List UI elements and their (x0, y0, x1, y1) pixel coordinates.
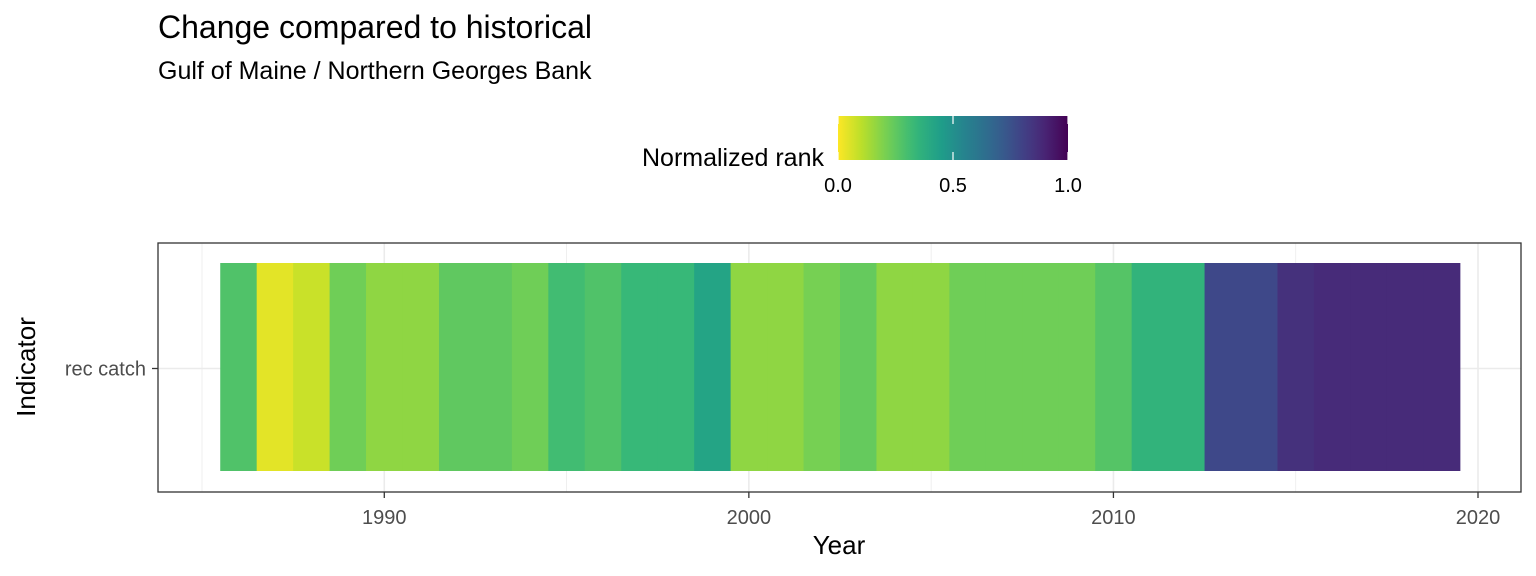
legend-tick-label: 0.0 (824, 175, 852, 197)
heatmap-tile (1168, 263, 1206, 471)
x-axis: 1990 2000 2010 2020 Year (362, 492, 1500, 560)
heatmap-tile (1386, 263, 1424, 471)
heatmap-tile (1423, 263, 1461, 471)
x-tick-label: 2010 (1091, 507, 1136, 529)
heatmap-tile (803, 263, 841, 471)
heatmap-tile (402, 263, 440, 471)
heatmap-tile (1313, 263, 1351, 471)
heatmap-tile (1058, 263, 1096, 471)
heatmap-tile (475, 263, 513, 471)
heatmap-tile (1350, 263, 1388, 471)
heatmap-tile (329, 263, 367, 471)
heatmap-tile (694, 263, 732, 471)
heatmap-tile (1277, 263, 1315, 471)
heatmap-tile (256, 263, 294, 471)
legend-tick-label: 0.5 (939, 175, 967, 197)
heatmap-tile (876, 263, 914, 471)
plot-panel (157, 242, 1522, 493)
heatmap-tile (1241, 263, 1279, 471)
heatmap-tile (1204, 263, 1242, 471)
y-axis: rec catch Indicator (11, 317, 158, 417)
heatmap-tile (1095, 263, 1133, 471)
heatmap-tile (767, 263, 805, 471)
legend-tick-label: 1.0 (1054, 175, 1082, 197)
heatmap-tile (657, 263, 695, 471)
heatmap-tile (548, 263, 586, 471)
x-axis-label: Year (813, 530, 866, 560)
chart-title: Change compared to historical (158, 9, 592, 45)
heatmap-tile (438, 263, 477, 471)
heatmap-tile (220, 263, 258, 471)
y-axis-label: Indicator (11, 317, 41, 417)
heatmap-tile (621, 263, 659, 471)
heatmap-tile (730, 263, 768, 471)
x-tick-label: 1990 (362, 507, 407, 529)
panel-border (157, 242, 1522, 493)
x-tick-label: 2020 (1456, 507, 1501, 529)
heatmap-tile (366, 263, 404, 471)
heatmap-tile (912, 263, 950, 471)
legend: Normalized rank 0.0 0.5 1.0 (642, 116, 1082, 197)
chart-subtitle: Gulf of Maine / Northern Georges Bank (158, 57, 592, 85)
heatmap-tile (949, 263, 987, 471)
heatmap-tile (511, 263, 549, 471)
heatmap-tile (1022, 263, 1060, 471)
heatmap-tile (1131, 263, 1169, 471)
heatmap-tile (293, 263, 331, 471)
heatmap-tile (584, 263, 622, 471)
x-tick-label: 2000 (727, 507, 772, 529)
heatmap-tile (840, 263, 878, 471)
heatmap-tile (985, 263, 1023, 471)
legend-title: Normalized rank (642, 144, 825, 172)
y-tick-label: rec catch (65, 359, 146, 381)
